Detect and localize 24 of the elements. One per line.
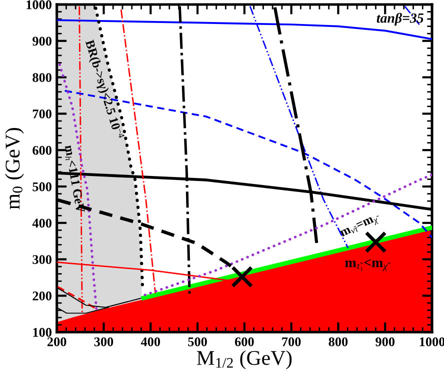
x-tick-label: 200 bbox=[47, 337, 66, 346]
y-tick-label: 100 bbox=[33, 328, 52, 337]
y-tick-label: 800 bbox=[32, 73, 52, 82]
annotation: BR(b->sγ)<2.5 10$^{−4}$ bbox=[82, 38, 125, 140]
x-tick-label: 500 bbox=[188, 337, 207, 346]
y-tick-label: 600 bbox=[32, 146, 52, 155]
y-tick-label: 1000 bbox=[26, 0, 52, 10]
x-tick-label: 700 bbox=[282, 337, 301, 346]
x-tick-label: 600 bbox=[234, 337, 254, 346]
y-axis-title: m$_{0}$ (GeV) bbox=[5, 128, 24, 210]
annotation: m$_{ν̃τ}$=m$_{χ̃}$ bbox=[340, 214, 382, 240]
x-tick-label: 400 bbox=[140, 337, 160, 346]
y-tick-label: 700 bbox=[32, 110, 52, 118]
x-tick-label: 900 bbox=[376, 337, 395, 346]
y-tick-label: 400 bbox=[32, 218, 52, 228]
x-tick-label: 300 bbox=[94, 337, 114, 346]
y-tick-label: 200 bbox=[32, 292, 52, 300]
x-axis-title: M$_{1/2}$ (GeV) bbox=[196, 350, 292, 370]
y-tick-label: 500 bbox=[32, 182, 52, 192]
y-tick-label: 900 bbox=[32, 36, 52, 46]
annotation: tanβ=35 bbox=[376, 12, 424, 26]
annotation: m$_{τ̃₁}$<m$_{χ̃}$ bbox=[345, 259, 391, 272]
x-tick-label: 800 bbox=[328, 337, 348, 346]
y-tick-label: 300 bbox=[32, 255, 52, 264]
